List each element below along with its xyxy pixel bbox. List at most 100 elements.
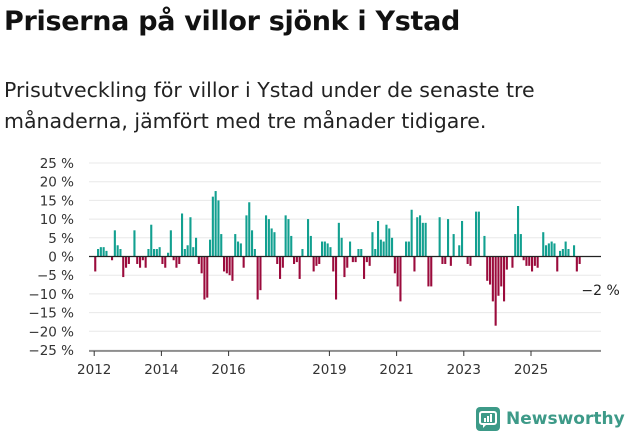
bar: [248, 202, 251, 257]
bar: [525, 256, 528, 266]
bar: [276, 256, 279, 264]
bar: [424, 222, 427, 257]
bar: [161, 256, 164, 264]
bar: [267, 219, 270, 257]
y-tick-label: 10 %: [40, 212, 74, 228]
bar: [385, 224, 388, 257]
bar: [371, 232, 374, 257]
bar: [197, 256, 200, 264]
x-tick-label: 2019: [312, 362, 346, 378]
bar: [575, 256, 578, 272]
y-tick-label: −20 %: [28, 324, 74, 340]
bar: [351, 256, 354, 263]
y-tick-label: 25 %: [40, 156, 74, 172]
newsworthy-logo-icon: [476, 407, 500, 431]
bar: [469, 256, 472, 266]
bar: [281, 256, 284, 268]
bar: [189, 217, 192, 257]
bar: [228, 256, 231, 276]
bar: [567, 249, 570, 257]
bar: [172, 256, 175, 261]
bar: [122, 256, 125, 278]
bar: [416, 217, 419, 257]
bar: [550, 241, 553, 257]
bar: [340, 237, 343, 257]
bar: [206, 256, 209, 298]
bar: [97, 249, 100, 257]
bar: [511, 256, 514, 268]
bar: [396, 256, 399, 287]
bar: [399, 256, 402, 302]
bar: [295, 256, 298, 263]
bar: [374, 249, 377, 257]
bar: [265, 215, 268, 257]
bar: [413, 256, 416, 272]
bar: [547, 243, 550, 257]
bar: [497, 256, 500, 296]
bar: [337, 222, 340, 257]
bar: [270, 228, 273, 257]
bar: [200, 256, 203, 274]
bar: [234, 234, 237, 257]
x-axis: 2012 2014 2016 2019 2021 2023 2025: [77, 350, 601, 378]
bar: [245, 215, 248, 257]
bar: [290, 235, 293, 257]
bar: [503, 256, 506, 302]
bar: [427, 256, 430, 287]
bar: [321, 241, 324, 257]
bar: [528, 256, 531, 266]
bar: [153, 249, 156, 257]
bar: [139, 256, 142, 268]
bar: [438, 217, 441, 257]
bar: [421, 222, 424, 257]
bar: [211, 196, 214, 257]
page-subtitle: Prisutveckling för villor i Ystad under …: [4, 78, 535, 133]
x-tick-label: 2012: [77, 362, 111, 378]
bar: [175, 256, 178, 268]
bar: [332, 256, 335, 272]
bar: [379, 239, 382, 257]
bar: [559, 250, 562, 257]
brand-name: Newsworthy: [506, 409, 625, 429]
bar: [491, 256, 494, 302]
x-tick-label: 2025: [514, 362, 548, 378]
bar: [309, 235, 312, 257]
bar: [349, 241, 352, 257]
bar: [298, 256, 301, 279]
bar: [220, 234, 223, 257]
bar: [368, 256, 371, 266]
bar: [447, 219, 450, 257]
y-tick-label: −15 %: [28, 306, 74, 322]
bar: [326, 243, 329, 257]
bar: [505, 256, 508, 270]
bar: [343, 256, 346, 278]
bar: [388, 228, 391, 257]
annotation-label: −2 %: [581, 283, 619, 299]
bar: [102, 247, 105, 257]
bar: [141, 256, 144, 261]
bar: [475, 211, 478, 257]
bar: [564, 241, 567, 257]
bar: [169, 230, 172, 257]
bar: [452, 234, 455, 257]
bar: [419, 215, 422, 257]
y-tick-label: 20 %: [40, 175, 74, 191]
bar: [354, 256, 357, 263]
bar: [167, 252, 170, 257]
bar: [405, 241, 408, 257]
bar: [192, 247, 195, 257]
bar: [147, 249, 150, 257]
y-tick-label: 15 %: [40, 193, 74, 209]
bar: [239, 243, 242, 257]
bar: [382, 241, 385, 257]
bar: [410, 209, 413, 257]
bar: [223, 256, 226, 272]
bar: [144, 256, 147, 268]
y-tick-label: −10 %: [28, 287, 74, 303]
bar: [183, 249, 186, 257]
bar: [393, 256, 396, 274]
bar: [391, 237, 394, 257]
bar: [242, 256, 245, 268]
bar: [430, 256, 433, 287]
bar: [203, 256, 206, 300]
